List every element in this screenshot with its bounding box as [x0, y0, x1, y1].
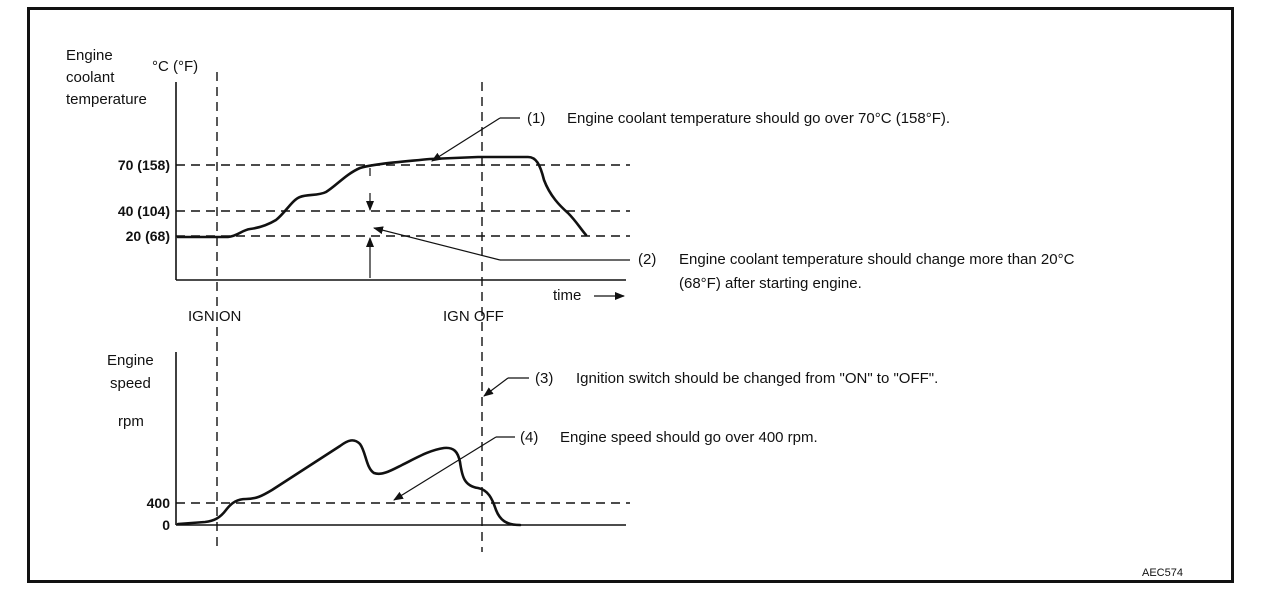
note-4-text: Engine speed should go over 400 rpm.	[560, 429, 818, 446]
top-ylabel-line-2: coolant	[66, 69, 115, 86]
note-3-number: (3)	[535, 370, 553, 387]
figure-frame	[27, 7, 1234, 583]
tick-0: 0	[162, 517, 170, 533]
time-label: time	[553, 287, 581, 304]
note-2-number: (2)	[638, 251, 656, 268]
note-3-arrow	[483, 377, 509, 397]
bottom-ylabel-line-1: Engine	[107, 352, 154, 369]
tick-40: 40 (104)	[118, 203, 170, 219]
tick-20: 20 (68)	[126, 228, 170, 244]
bottom-ylabel-line-2: speed	[110, 375, 151, 392]
note-1-arrow	[431, 117, 501, 162]
note-2-arrow	[373, 226, 501, 261]
coolant-temp-curve	[176, 155, 588, 239]
top-ylabel-line-1: Engine	[66, 47, 113, 64]
ign-off-label: IGN OFF	[443, 308, 504, 325]
note-4-number: (4)	[520, 429, 538, 446]
top-ylabel-line-3: temperature	[66, 91, 147, 108]
ign-on-label: IGN ON	[188, 308, 241, 325]
note-3-text: Ignition switch should be changed from "…	[576, 370, 938, 387]
bottom-unit-label: rpm	[118, 413, 144, 430]
note-1-number: (1)	[527, 110, 545, 127]
tick-70: 70 (158)	[118, 157, 170, 173]
note-1-text: Engine coolant temperature should go ove…	[567, 110, 950, 127]
top-unit-label: °C (°F)	[152, 58, 198, 75]
figure-code: AEC574	[1142, 567, 1183, 579]
engine-speed-curve	[176, 439, 522, 527]
tick-400: 400	[147, 495, 171, 511]
note-2-text-line-1: Engine coolant temperature should change…	[679, 251, 1075, 268]
note-4-arrow	[393, 436, 497, 501]
note-2-text-line-2: (68°F) after starting engine.	[679, 275, 862, 292]
